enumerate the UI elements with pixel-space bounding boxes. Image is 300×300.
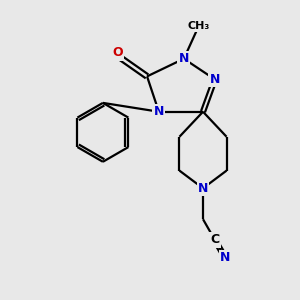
Text: N: N <box>220 251 230 264</box>
Text: CH₃: CH₃ <box>188 21 210 31</box>
Text: C: C <box>210 233 219 246</box>
Text: N: N <box>179 52 189 65</box>
Text: N: N <box>198 182 208 195</box>
Text: N: N <box>154 105 164 118</box>
Text: O: O <box>112 46 123 59</box>
Text: N: N <box>210 73 220 86</box>
